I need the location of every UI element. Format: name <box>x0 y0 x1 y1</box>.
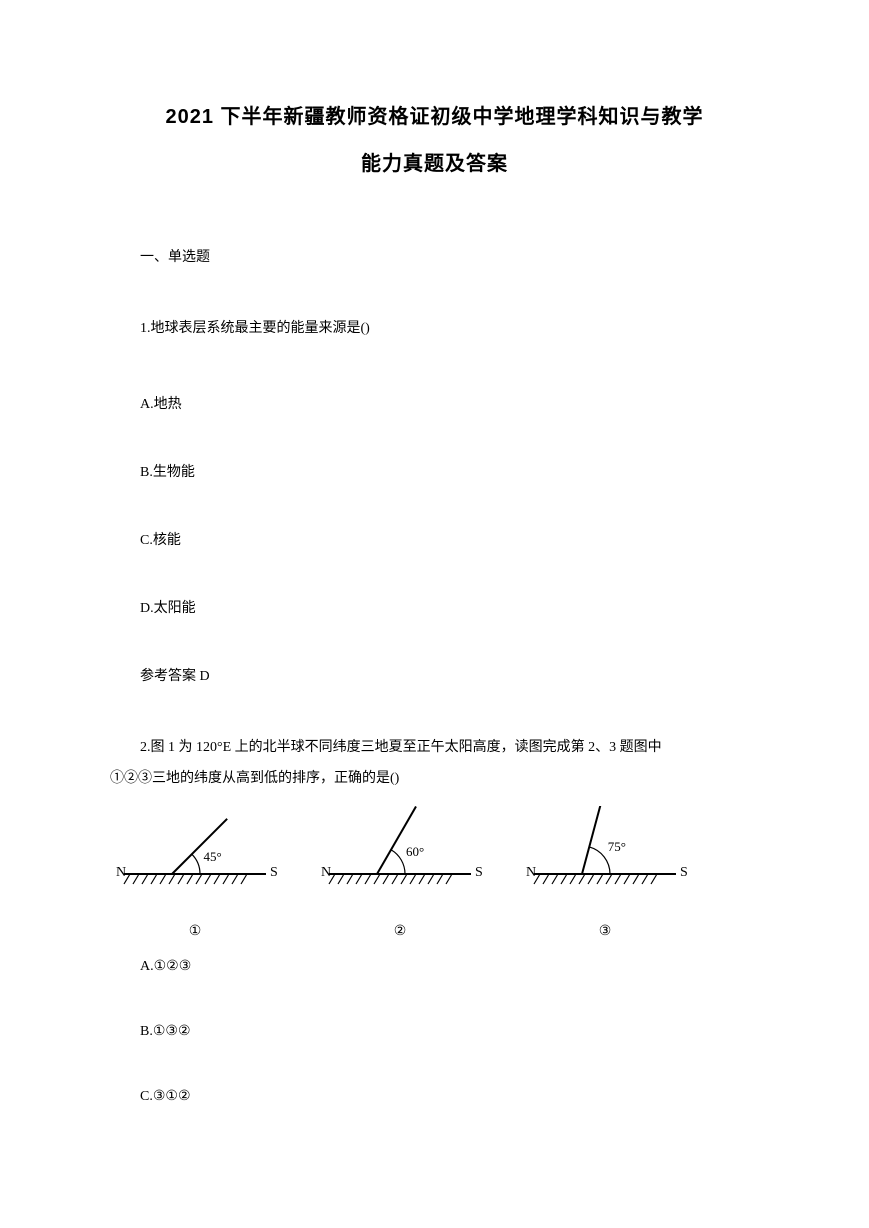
diagrams-row: 45° N S ① 60° N S ② 75° N S ③ <box>110 806 690 940</box>
q1-option-b: B.生物能 <box>140 461 759 481</box>
angle-diagram-3: 75° N S <box>520 806 690 891</box>
svg-text:N: N <box>526 865 536 880</box>
q2-option-c: C.③①② <box>140 1088 759 1105</box>
diagram-1: 45° N S ① <box>110 806 280 940</box>
angle-diagram-2: 60° N S <box>315 806 485 891</box>
svg-text:N: N <box>321 865 331 880</box>
q1-stem: 1.地球表层系统最主要的能量来源是() <box>140 314 759 345</box>
q2-stem-line2: ①②③三地的纬度从高到低的排序，正确的是() <box>110 764 759 795</box>
svg-text:45°: 45° <box>204 850 222 865</box>
q1-option-d: D.太阳能 <box>140 597 759 617</box>
diagram-3: 75° N S ③ <box>520 806 690 940</box>
q1-answer: 参考答案 D <box>140 665 759 685</box>
q2-block: 2.图 1 为 120°E 上的北半球不同纬度三地夏至正午太阳高度，读图完成第 … <box>110 733 759 795</box>
diagram-1-label: ① <box>189 923 202 940</box>
svg-text:S: S <box>680 865 688 880</box>
diagram-2: 60° N S ② <box>315 806 485 940</box>
q1-option-c: C.核能 <box>140 529 759 549</box>
svg-text:S: S <box>270 865 278 880</box>
diagram-3-label: ③ <box>599 923 612 940</box>
q2-option-b: B.①③② <box>140 1023 759 1040</box>
svg-text:75°: 75° <box>608 840 626 855</box>
svg-text:60°: 60° <box>406 844 424 859</box>
svg-text:S: S <box>475 865 483 880</box>
q2-option-a: A.①②③ <box>140 958 759 975</box>
angle-diagram-1: 45° N S <box>110 806 280 891</box>
diagram-2-label: ② <box>394 923 407 940</box>
page-title-line2: 能力真题及答案 <box>110 147 759 176</box>
q1-option-a: A.地热 <box>140 393 759 413</box>
section-header: 一、单选题 <box>140 246 759 266</box>
q2-stem-line1: 2.图 1 为 120°E 上的北半球不同纬度三地夏至正午太阳高度，读图完成第 … <box>140 733 759 764</box>
page-title-line1: 2021 下半年新疆教师资格证初级中学地理学科知识与教学 <box>110 100 759 129</box>
svg-text:N: N <box>116 865 126 880</box>
